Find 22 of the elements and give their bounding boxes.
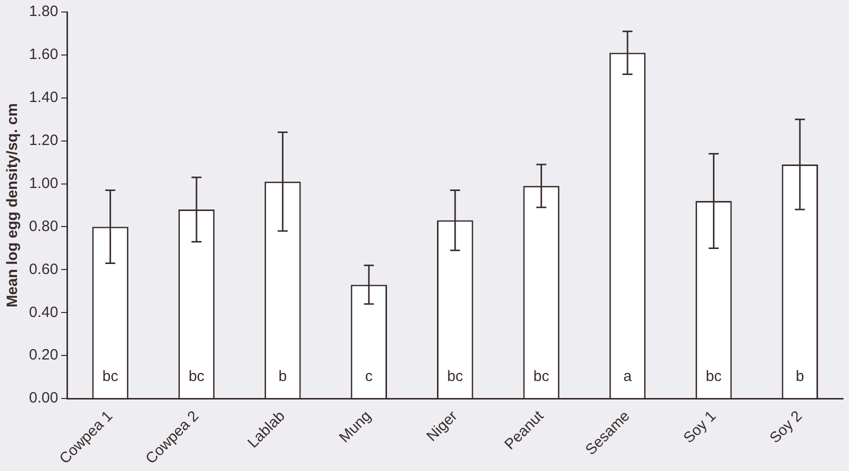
annotation: bc <box>706 368 722 386</box>
annotation: c <box>365 368 374 386</box>
x-tick-label: Soy 2 <box>766 408 806 447</box>
y-tick-label: 0.60 <box>28 260 58 278</box>
y-tick-label: 0.00 <box>28 390 58 407</box>
y-tick-label: 1.80 <box>28 3 58 20</box>
y-tick-label: 1.60 <box>28 46 58 64</box>
annotation: b <box>278 368 287 386</box>
annotation: bc <box>102 368 119 386</box>
y-tick-label: 0.40 <box>28 304 58 321</box>
y-tick-label: 1.00 <box>28 174 58 192</box>
annotation: a <box>623 368 632 386</box>
y-tick-label: 0.20 <box>28 346 58 364</box>
annotation: bc <box>188 368 205 386</box>
annotation: bc <box>447 368 464 386</box>
x-tick-label: Soy 1 <box>680 408 720 447</box>
annotation: b <box>796 368 804 386</box>
y-tick-label: 1.40 <box>28 89 58 106</box>
y-axis-title: Mean log egg density/sq. cm <box>4 103 22 308</box>
y-tick-label: 1.20 <box>28 132 58 149</box>
y-tick-label: 0.80 <box>28 218 58 235</box>
annotation: bc <box>533 368 550 386</box>
